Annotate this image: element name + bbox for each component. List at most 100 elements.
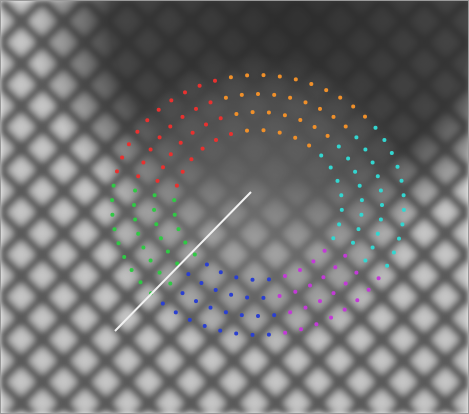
ring-dot xyxy=(326,134,330,138)
ring-dot xyxy=(174,310,178,314)
ring-dot xyxy=(267,333,271,337)
ring-dot xyxy=(193,253,197,257)
ring-dot xyxy=(367,288,371,292)
ring-dot xyxy=(120,156,124,160)
ring-dot xyxy=(351,105,355,109)
ring-dot xyxy=(379,218,383,222)
ring-dot xyxy=(229,75,233,79)
ring-dot xyxy=(183,241,187,245)
ring-dot xyxy=(299,327,303,331)
ring-dot xyxy=(371,246,375,250)
ring-dot xyxy=(110,213,114,217)
ring-dot xyxy=(209,100,213,104)
ring-dot xyxy=(234,332,238,336)
ring-dot xyxy=(333,265,337,269)
ring-dot xyxy=(166,250,170,254)
ring-dot xyxy=(337,145,341,149)
ring-dot xyxy=(158,271,162,275)
ring-dot xyxy=(139,280,143,284)
ring-dot xyxy=(203,324,207,328)
ring-dot xyxy=(181,170,185,174)
ring-dot xyxy=(189,157,193,161)
ring-dot xyxy=(314,322,318,326)
ring-dot xyxy=(360,198,364,202)
ring-dot xyxy=(135,130,139,134)
ring-dot xyxy=(133,189,137,193)
ring-dot xyxy=(396,165,400,169)
ring-dot xyxy=(304,306,308,310)
ring-dot xyxy=(251,333,255,337)
ring-dot xyxy=(240,313,244,317)
ring-dot xyxy=(224,310,228,314)
ring-dot xyxy=(267,111,271,115)
ring-dot xyxy=(359,213,363,217)
ring-dot xyxy=(245,73,249,77)
ring-dot xyxy=(262,73,266,77)
ring-dot xyxy=(329,316,333,320)
ring-dot xyxy=(304,100,308,104)
ring-dot xyxy=(343,254,347,258)
ring-dot xyxy=(110,198,114,202)
ring-dot xyxy=(283,274,287,278)
ring-dot xyxy=(169,98,173,102)
ring-dot xyxy=(339,193,343,197)
ring-dot xyxy=(218,329,222,333)
ring-dot xyxy=(245,129,249,133)
ring-dot xyxy=(318,107,322,111)
ring-dot xyxy=(346,157,350,161)
ring-dot xyxy=(175,184,179,188)
ring-dot xyxy=(122,255,126,259)
ring-dot xyxy=(261,296,265,300)
ring-dot xyxy=(149,148,153,152)
ring-dot xyxy=(186,272,190,276)
ring-dot xyxy=(234,112,238,116)
ring-dot xyxy=(377,276,381,280)
ring-dot xyxy=(133,218,137,222)
ring-dot xyxy=(262,128,266,132)
ring-dot xyxy=(288,96,292,100)
ring-dot xyxy=(256,314,260,318)
ring-dot xyxy=(229,132,233,136)
ring-dot xyxy=(392,251,396,255)
ring-dot xyxy=(224,96,228,100)
ring-dot xyxy=(205,263,209,267)
ring-dot xyxy=(311,259,315,263)
ring-dot xyxy=(344,125,348,129)
ring-dot xyxy=(132,203,136,207)
ring-dot xyxy=(376,232,380,236)
ring-dot xyxy=(204,123,208,127)
ring-dot xyxy=(331,236,335,240)
cell-body xyxy=(98,55,418,355)
ring-dot xyxy=(323,249,327,253)
ring-dot xyxy=(256,92,260,96)
ring-dot xyxy=(191,131,195,135)
ring-dot xyxy=(329,166,333,170)
ring-dot xyxy=(251,110,255,114)
ring-dot xyxy=(353,170,357,174)
ring-dot xyxy=(298,268,302,272)
ring-dot xyxy=(376,174,380,178)
ring-dot xyxy=(156,179,160,183)
ring-dot xyxy=(402,193,406,197)
ring-dot xyxy=(400,179,404,183)
ring-dot xyxy=(113,227,117,231)
ring-dot xyxy=(194,299,198,303)
ring-dot xyxy=(363,148,367,152)
ring-dot xyxy=(374,126,378,130)
ring-dot xyxy=(117,241,121,245)
ring-dot xyxy=(168,125,172,129)
ring-dot xyxy=(179,141,183,145)
ring-dot xyxy=(183,90,187,94)
ring-dot xyxy=(214,138,218,142)
ring-dot xyxy=(177,227,181,231)
ring-dot xyxy=(354,271,358,275)
ring-dot xyxy=(157,108,161,112)
ring-dot xyxy=(308,284,312,288)
page: {} (() => { JSON.parse(document.getEleme… xyxy=(0,0,469,414)
ring-dot xyxy=(332,115,336,119)
ring-dot xyxy=(272,93,276,97)
ring-dot xyxy=(379,189,383,193)
ring-dot xyxy=(355,298,359,302)
ring-dot xyxy=(152,208,156,212)
ring-dot xyxy=(343,308,347,312)
